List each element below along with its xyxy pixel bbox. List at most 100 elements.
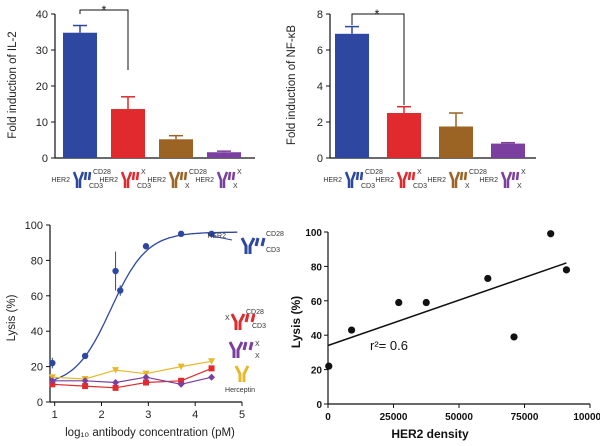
lysis-xtick-label-2: 3 xyxy=(145,409,151,421)
il2-construct-antibody-icon-1 xyxy=(120,171,140,188)
lysis-point-2-2 xyxy=(112,367,120,374)
panel-her2-scatter: Lysis (%) 0 20 40 60 80 100 0 25000 50000 75000 10… xyxy=(289,228,600,441)
nfkb-construct-top-1: X xyxy=(417,169,422,176)
il2-y-ticks: 0 10 20 30 40 xyxy=(36,9,55,165)
legend-red: X CD28 CD3 xyxy=(225,309,266,330)
lysis-point-1-2 xyxy=(112,384,119,391)
scatter-xtick-label-4: 100000 xyxy=(573,412,600,423)
nfkb-construct-antibody-icon-3 xyxy=(500,171,520,188)
lysis-point-0-5 xyxy=(177,230,185,238)
il2-construct-antibody-icon-2 xyxy=(168,171,188,188)
nfkb-construct-top-2: CD28 xyxy=(469,169,487,176)
lysis-ytick-label-5: 100 xyxy=(25,220,43,232)
legend-purple-bottom: X xyxy=(255,353,260,360)
il2-ytick-label-2: 20 xyxy=(36,81,48,93)
il2-construct-bottom-1: CD3 xyxy=(137,183,151,190)
lysis-curve-3 xyxy=(52,376,212,385)
scatter-xtick-label-1: 25000 xyxy=(380,412,408,423)
legend-blue-bottom: CD3 xyxy=(266,247,280,254)
scatter-point-0 xyxy=(325,362,333,370)
scatter-ytick-label-4: 80 xyxy=(311,262,323,273)
lysis-point-1-4 xyxy=(178,377,185,384)
nfkb-bar-2 xyxy=(439,126,473,158)
lysis-xlabel: log₁₀ antibody concentration (pM) xyxy=(65,427,235,439)
lysis-ticks: 0 20 40 60 80 100 1 2 3 4 5 xyxy=(25,220,245,421)
lysis-point-2-5 xyxy=(208,358,216,365)
lysis-fit-curves xyxy=(52,231,238,389)
lysis-point-3-0 xyxy=(48,377,56,385)
legend-blue-antibody-icon xyxy=(240,237,266,254)
scatter-xtick-label-3: 75000 xyxy=(511,412,539,423)
scatter-annotation: r²= 0.6 xyxy=(370,338,408,353)
legend-purple: X X xyxy=(228,341,260,360)
il2-bar-3 xyxy=(207,152,241,158)
nfkb-bars xyxy=(335,25,525,158)
lysis-point-0-1 xyxy=(81,352,89,360)
legend-red-bottom: CD3 xyxy=(252,323,266,330)
il2-ytick-label-3: 30 xyxy=(36,45,48,57)
nfkb-construct-bottom-3: X xyxy=(517,183,522,190)
lysis-point-1-0 xyxy=(49,381,56,388)
il2-construct-bottom-2: X xyxy=(185,183,190,190)
nfkb-ylabel: Fold induction of NF-κB xyxy=(286,25,298,145)
il2-construct-bottom-0: CD3 xyxy=(89,183,103,190)
lysis-ytick-label-3: 60 xyxy=(31,291,43,303)
lysis-points xyxy=(48,230,216,391)
legend-blue-leader xyxy=(211,235,233,241)
lysis-xtick-label-1: 2 xyxy=(98,409,104,421)
scatter-ticks: 0 20 40 60 80 100 0 25000 50000 75000 100000 xyxy=(305,228,600,423)
legend-yellow-antibody-icon xyxy=(234,365,250,382)
lysis-point-1-3 xyxy=(143,379,149,386)
lysis-ytick-label-2: 40 xyxy=(31,326,43,338)
il2-construct-target-3: HER2 xyxy=(195,177,214,184)
lysis-point-3-3 xyxy=(142,373,150,381)
nfkb-construct-antibody-icon-0 xyxy=(344,171,364,188)
lysis-curve-0 xyxy=(52,231,238,381)
nfkb-construct-target-1: HER2 xyxy=(375,177,394,184)
lysis-point-3-1 xyxy=(81,377,89,385)
nfkb-ytick-label-1: 2 xyxy=(317,117,323,129)
il2-ylabel: Fold induction of IL-2 xyxy=(7,31,19,138)
lysis-point-0-6 xyxy=(208,230,215,238)
lysis-point-3-4 xyxy=(177,380,185,388)
il2-bar-2 xyxy=(159,139,193,158)
il2-significance-bracket xyxy=(79,9,129,70)
lysis-xtick-label-4: 5 xyxy=(239,409,245,421)
nfkb-significance-star: * xyxy=(375,7,380,21)
il2-bar-1 xyxy=(111,109,145,158)
il2-ytick-label-0: 0 xyxy=(42,153,48,165)
scatter-point-6 xyxy=(547,230,555,238)
il2-construct-target-2: HER2 xyxy=(147,177,166,184)
nfkb-significance-bracket xyxy=(351,13,405,105)
scatter-xtick-label-0: 0 xyxy=(325,412,331,423)
scatter-ytick-label-3: 60 xyxy=(311,297,323,308)
nfkb-ytick-label-0: 0 xyxy=(317,153,323,165)
nfkb-construct-target-0: HER2 xyxy=(323,177,342,184)
il2-significance-star: * xyxy=(102,3,107,17)
legend-blue-target: HER2 xyxy=(207,233,226,240)
legend-red-top: CD28 xyxy=(246,309,264,316)
legend-purple-top: X xyxy=(255,341,260,348)
nfkb-bar-3 xyxy=(491,143,525,158)
scatter-ytick-label-1: 20 xyxy=(311,366,323,377)
lysis-point-0-4 xyxy=(142,243,150,250)
nfkb-construct-bottom-2: X xyxy=(465,183,470,190)
scatter-point-2 xyxy=(395,298,403,307)
nfkb-ytick-label-3: 6 xyxy=(317,45,323,57)
legend-red-x: X xyxy=(225,315,230,322)
scatter-ylabel: Lysis (%) xyxy=(289,296,303,348)
lysis-point-2-4 xyxy=(177,363,185,371)
scatter-point-7 xyxy=(562,266,571,274)
il2-bar-0 xyxy=(63,32,97,158)
nfkb-construct-antibody-icon-1 xyxy=(396,171,416,188)
scatter-regression-line xyxy=(327,262,567,347)
scatter-ytick-label-0: 0 xyxy=(316,400,322,411)
legend-blue-top: CD28 xyxy=(266,231,284,238)
legend-purple-antibody-icon xyxy=(228,341,254,358)
nfkb-ytick-label-2: 4 xyxy=(317,81,323,93)
legend-yellow: Herceptin xyxy=(225,365,255,394)
il2-construct-top-3: X xyxy=(237,169,242,176)
lysis-point-1-5 xyxy=(208,365,215,372)
